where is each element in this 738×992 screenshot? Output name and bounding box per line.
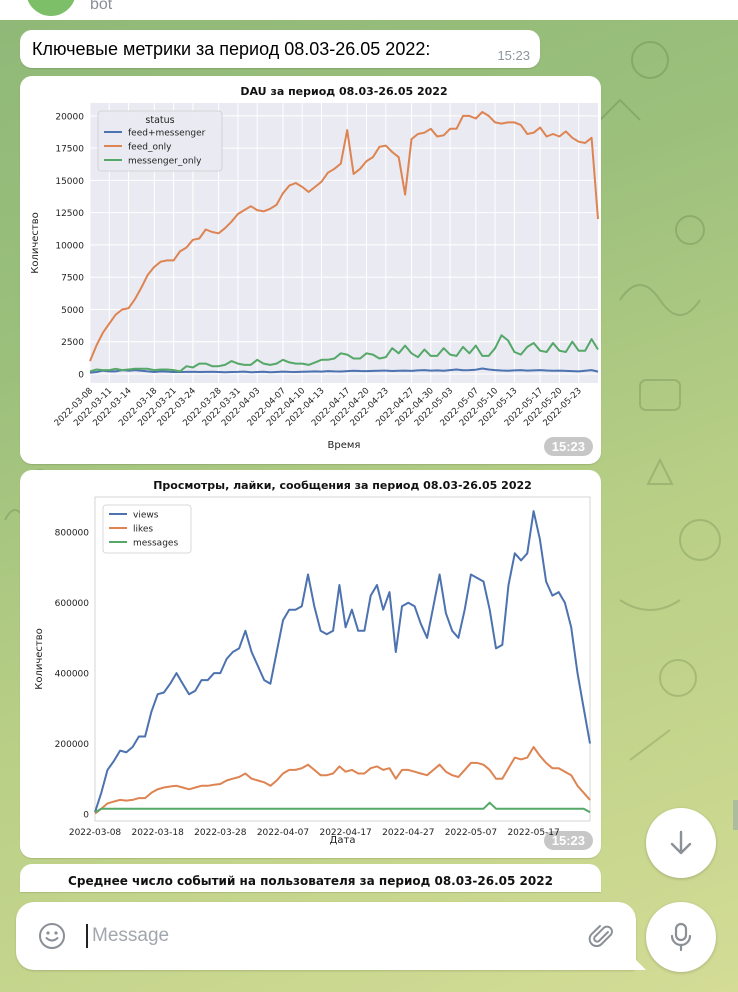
- series-line-views: [94, 510, 591, 813]
- series-line-likes: [94, 746, 591, 815]
- composer-tail: [632, 956, 646, 970]
- legend-entry: messages: [133, 539, 178, 549]
- x-tick-label: 2022-05-07: [445, 828, 497, 838]
- y-tick-label: 7500: [61, 274, 84, 284]
- series-line-messenger_only: [89, 334, 599, 373]
- y-tick-label: 600000: [55, 599, 90, 609]
- y-tick-label: 0: [83, 810, 89, 820]
- legend-entry: feed_only: [128, 143, 172, 153]
- microphone-icon: [670, 922, 692, 952]
- chart-title: DAU за период 08.03-26.05 2022: [240, 85, 447, 98]
- activity-chart: Просмотры, лайки, сообщения за период 08…: [34, 479, 591, 846]
- message-text: Ключевые метрики за период 08.03-26.05 2…: [32, 39, 431, 59]
- x-axis-label: Дата: [330, 835, 356, 846]
- legend-entry: views: [133, 511, 159, 521]
- y-axis-label: Количество: [30, 212, 41, 274]
- y-tick-label: 2500: [61, 338, 84, 348]
- y-tick-label: 20000: [55, 112, 84, 122]
- x-tick-label: 2022-03-28: [194, 828, 247, 838]
- x-tick-label: 2022-04-17: [319, 828, 371, 838]
- chart-title: Просмотры, лайки, сообщения за период 08…: [153, 479, 532, 492]
- x-tick-label: 2022-03-08: [69, 828, 122, 838]
- paperclip-icon[interactable]: [588, 922, 616, 950]
- chart-title: Среднее число событий на пользователя за…: [68, 874, 553, 888]
- y-tick-label: 12500: [55, 209, 84, 219]
- avatar[interactable]: [26, 0, 76, 16]
- message-input[interactable]: [86, 924, 566, 948]
- x-tick-label: 2022-04-27: [382, 828, 434, 838]
- legend-entry: messenger_only: [128, 157, 202, 167]
- x-tick-label: 2022-05-17: [507, 828, 559, 838]
- scroll-down-button[interactable]: [646, 808, 716, 878]
- series-line-feed_only: [89, 111, 599, 362]
- chart-message-dau[interactable]: DAU за период 08.03-26.05 2022 0 2500 5000 7…: [20, 76, 601, 464]
- legend: [97, 110, 223, 172]
- legend-entry: likes: [133, 525, 153, 535]
- y-tick-label: 17500: [55, 145, 84, 155]
- y-tick-label: 15000: [55, 177, 84, 187]
- chart-message-events-per-user[interactable]: Среднее число событий на пользователя за…: [20, 864, 601, 892]
- series-line-feed+messenger: [89, 367, 599, 374]
- message-bubble[interactable]: Ключевые метрики за период 08.03-26.05 2…: [20, 30, 540, 68]
- message-time: 15:23: [543, 831, 593, 850]
- arrow-down-icon: [670, 830, 692, 855]
- y-tick-label: 5000: [61, 306, 84, 316]
- chart-message-activity[interactable]: Просмотры, лайки, сообщения за период 08…: [20, 470, 601, 858]
- y-tick-label: 0: [78, 370, 84, 380]
- y-axis-label: Количество: [34, 628, 45, 690]
- y-tick-label: 800000: [55, 529, 90, 539]
- scrollbar-thumb[interactable]: [733, 800, 738, 830]
- message-composer: [16, 902, 646, 970]
- chat-subtitle: bot: [90, 0, 113, 13]
- chat-header: bot: [0, 0, 738, 20]
- message-time: 15:23: [497, 48, 530, 63]
- voice-record-button[interactable]: [646, 902, 716, 972]
- legend-title: status: [145, 115, 174, 126]
- y-tick-label: 400000: [55, 670, 90, 680]
- series-line-messages: [94, 801, 591, 814]
- y-tick-label: 200000: [55, 740, 90, 750]
- dau-chart: DAU за период 08.03-26.05 2022 0 2500 5000 7…: [30, 85, 599, 451]
- x-axis-label: Время: [328, 440, 361, 451]
- x-tick-label: 2022-03-18: [132, 828, 185, 838]
- y-tick-label: 10000: [55, 241, 84, 251]
- message-time: 15:23: [543, 437, 593, 456]
- smile-icon[interactable]: [38, 922, 66, 950]
- legend-entry: feed+messenger: [128, 129, 206, 139]
- x-tick-label: 2022-04-07: [257, 828, 309, 838]
